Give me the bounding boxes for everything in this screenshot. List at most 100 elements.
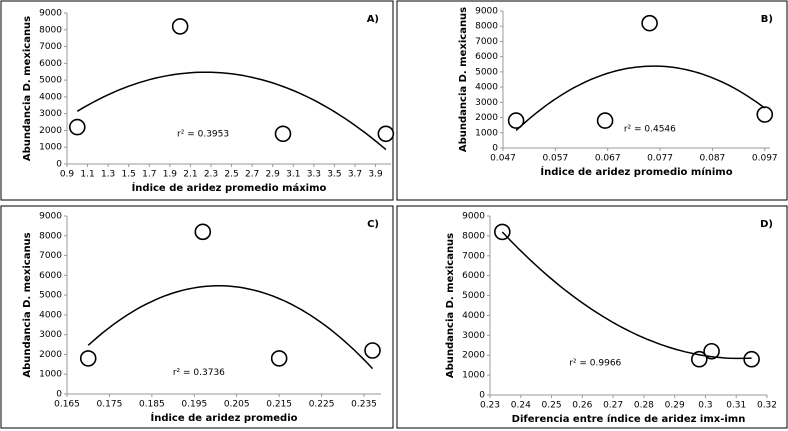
x-axis-label: Índice de aridez promedio máximo	[132, 181, 327, 194]
y-tick-label: 0	[479, 391, 485, 401]
x-tick-label: 0.087	[700, 154, 726, 164]
x-tick-label: 3.5	[327, 170, 341, 180]
y-tick-label: 1000	[462, 371, 485, 381]
x-tick-label: 0.057	[542, 154, 568, 164]
x-tick-label: 0.31	[726, 401, 746, 411]
x-tick-label: 2.5	[224, 170, 238, 180]
y-tick-label: 8000	[39, 25, 62, 35]
y-tick-label: 3000	[39, 330, 62, 340]
x-tick-label: 0.27	[603, 401, 623, 411]
y-axis-label: Abundancia D. mexicanus	[458, 7, 469, 152]
x-tick-label: 0.097	[752, 154, 778, 164]
y-tick-label: 9000	[462, 212, 485, 222]
panel-border	[396, 205, 788, 429]
fit-curve	[76, 71, 387, 151]
point	[507, 112, 525, 129]
y-tick-label: 2000	[39, 350, 62, 360]
y-tick-label: 3000	[475, 98, 498, 108]
y-tick-label: 6000	[39, 59, 62, 69]
x-tick-label: 1.5	[122, 170, 136, 180]
x-axis-label: Índice de aridez promedio mínimo	[540, 165, 732, 178]
point	[494, 223, 511, 241]
x-axis-label: Diferencia entre índice de aridez imx-im…	[512, 413, 746, 425]
x-tick-label: 0.25	[542, 401, 562, 411]
x-tick-label: 0.185	[139, 400, 165, 410]
x-tick-label: 0.23	[480, 401, 500, 411]
fit-curve	[501, 231, 752, 360]
panel-border	[396, 0, 788, 201]
x-tick-label: 0.32	[757, 401, 777, 411]
x-tick-label: 2.7	[245, 170, 259, 180]
y-tick-label: 0	[56, 390, 62, 400]
y-tick-label: 7000	[475, 37, 498, 47]
r-squared: r² = 0.3736	[173, 368, 225, 378]
x-tick-label: 0.047	[490, 154, 516, 164]
r-squared: r² = 0.3953	[177, 129, 229, 139]
x-tick-label: 1.3	[101, 170, 115, 180]
x-tick-label: 0.215	[266, 400, 292, 410]
r-squared: r² = 0.4546	[624, 124, 676, 134]
x-tick-label: 1.9	[163, 170, 178, 180]
y-tick-label: 6000	[462, 271, 485, 281]
y-tick-label: 9000	[39, 9, 62, 19]
x-tick-label: 0.077	[647, 154, 673, 164]
x-tick-label: 3.7	[348, 170, 362, 180]
x-tick-label: 1.1	[80, 170, 94, 180]
y-tick-label: 0	[56, 160, 62, 170]
panel-label: B)	[761, 14, 773, 25]
point	[79, 350, 97, 367]
point	[68, 118, 86, 136]
y-tick-label: 9000	[39, 212, 62, 222]
y-tick-label: 7000	[39, 251, 62, 261]
y-tick-label: 6000	[475, 52, 498, 62]
x-tick-label: 3.9	[368, 170, 383, 180]
y-tick-label: 2000	[475, 113, 498, 123]
point	[756, 106, 774, 123]
y-tick-label: 9000	[475, 7, 498, 17]
y-tick-label: 2000	[462, 351, 485, 361]
y-tick-label: 1000	[39, 143, 62, 153]
point	[377, 125, 395, 143]
x-tick-label: 0.29	[665, 401, 685, 411]
y-tick-label: 1000	[475, 128, 498, 138]
x-tick-label: 0.26	[572, 401, 592, 411]
y-axis-label: Abundancia D. mexicanus	[22, 16, 33, 161]
x-tick-label: 2.1	[183, 170, 197, 180]
point	[703, 342, 720, 360]
point	[171, 18, 189, 35]
y-tick-label: 4000	[475, 83, 498, 93]
y-tick-label: 7000	[39, 42, 62, 52]
x-tick-label: 1.7	[142, 170, 156, 180]
x-tick-label: 0.3	[698, 401, 712, 411]
fit-curve	[87, 285, 374, 370]
point	[274, 125, 292, 143]
x-tick-label: 2.3	[204, 170, 218, 180]
x-tick-label: 0.175	[97, 400, 123, 410]
fit-curve	[515, 65, 766, 132]
y-tick-label: 8000	[39, 231, 62, 241]
x-tick-label: 0.24	[511, 401, 531, 411]
point	[270, 350, 288, 367]
panel-border	[0, 205, 394, 429]
y-tick-label: 5000	[39, 291, 62, 301]
x-tick-label: 0.195	[181, 400, 207, 410]
y-tick-label: 3000	[462, 331, 485, 341]
y-tick-label: 8000	[475, 22, 498, 32]
point	[690, 350, 708, 368]
x-tick-label: 0.225	[309, 400, 335, 410]
y-tick-label: 5000	[462, 291, 485, 301]
x-tick-label: 2.9	[266, 170, 281, 180]
x-axis-label: Índice de aridez promedio	[150, 411, 297, 424]
y-tick-label: 7000	[462, 251, 485, 261]
point	[194, 223, 212, 241]
y-axis-label: Abundancia D. mexicanus	[22, 232, 33, 377]
y-tick-label: 1000	[39, 370, 62, 380]
x-tick-label: 0.205	[224, 400, 250, 410]
point	[641, 14, 658, 32]
panel-border	[0, 0, 394, 201]
r-squared: r² = 0.9966	[569, 358, 621, 368]
x-tick-label: 3.1	[286, 170, 300, 180]
x-tick-label: 0.9	[60, 170, 75, 180]
